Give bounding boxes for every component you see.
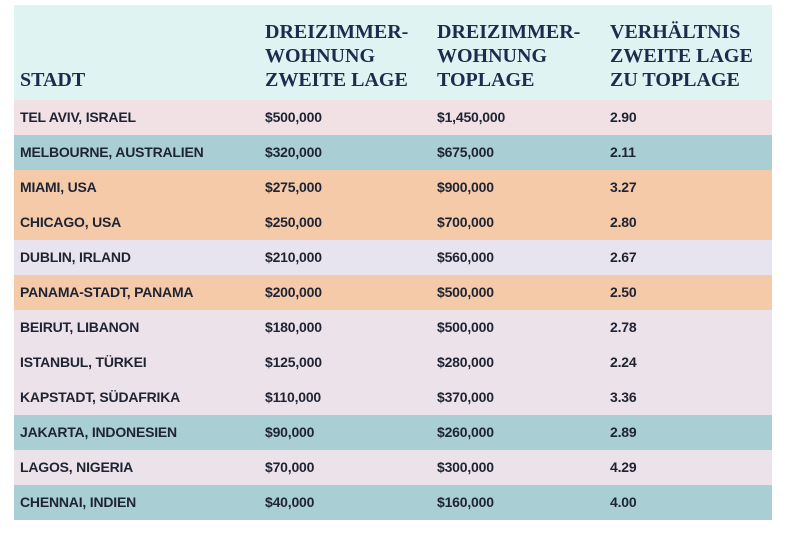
table-row: PANAMA-STADT, PANAMA $200,000 $500,000 2.50 xyxy=(14,275,772,310)
table-cell: $500,000 xyxy=(437,319,494,335)
table-cell: BEIRUT, LIBANON xyxy=(20,319,140,335)
table-cell: $500,000 xyxy=(437,284,494,300)
table-cell: $180,000 xyxy=(265,319,322,335)
table-cell: KAPSTADT, SÜDAFRIKA xyxy=(20,389,181,405)
table-cell: MIAMI, USA xyxy=(20,179,97,195)
table-cell: 3.36 xyxy=(610,389,637,405)
header-text: DREIZIMMER- xyxy=(437,21,581,43)
header-text: STADT xyxy=(20,69,86,91)
table-cell: MELBOURNE, AUSTRALIEN xyxy=(20,144,204,160)
table-cell: $700,000 xyxy=(437,214,494,230)
table-cell: TEL AVIV, ISRAEL xyxy=(20,109,136,125)
table-cell: 2.78 xyxy=(610,319,637,335)
table-row: BEIRUT, LIBANON $180,000 $500,000 2.78 xyxy=(14,310,772,345)
table-cell: $675,000 xyxy=(437,144,494,160)
table-row: TEL AVIV, ISRAEL $500,000 $1,450,000 2.90 xyxy=(14,100,772,135)
table-row: KAPSTADT, SÜDAFRIKA $110,000 $370,000 3.36 xyxy=(14,380,772,415)
table-cell: 2.89 xyxy=(610,424,637,440)
table-cell: 2.24 xyxy=(610,354,637,370)
header-text: WOHNUNG xyxy=(265,45,375,67)
table-row: LAGOS, NIGERIA $70,000 $300,000 4.29 xyxy=(14,450,772,485)
table-row: ISTANBUL, TÜRKEI $125,000 $280,000 2.24 xyxy=(14,345,772,380)
table-cell: $560,000 xyxy=(437,249,494,265)
table-cell: 4.29 xyxy=(610,459,637,475)
table-cell: $200,000 xyxy=(265,284,322,300)
header-cell: DREIZIMMER- WOHNUNG ZWEITE LAGE xyxy=(265,20,408,92)
header-text: WOHNUNG xyxy=(437,45,547,67)
table-cell: $275,000 xyxy=(265,179,322,195)
table-header: STADT DREIZIMMER- WOHNUNG ZWEITE LAGE DREIZI… xyxy=(14,5,772,100)
table-cell: $40,000 xyxy=(265,494,315,510)
header-cell: DREIZIMMER- WOHNUNG TOPLAGE xyxy=(437,20,580,92)
header-cell: STADT xyxy=(20,68,85,92)
table-row: MIAMI, USA $275,000 $900,000 3.27 xyxy=(14,170,772,205)
table-cell: $500,000 xyxy=(265,109,322,125)
table-cell: 3.27 xyxy=(610,179,637,195)
table-cell: $110,000 xyxy=(265,389,322,405)
table-cell: $160,000 xyxy=(437,494,494,510)
table-cell: $90,000 xyxy=(265,424,315,440)
table-cell: $260,000 xyxy=(437,424,494,440)
table-cell: $125,000 xyxy=(265,354,322,370)
header-text: TOPLAGE xyxy=(437,69,535,91)
table-cell: 2.80 xyxy=(610,214,637,230)
table-cell: 2.50 xyxy=(610,284,637,300)
table-cell: $250,000 xyxy=(265,214,322,230)
table-cell: CHENNAI, INDIEN xyxy=(20,494,137,510)
table-cell: $320,000 xyxy=(265,144,322,160)
header-text: ZWEITE LAGE xyxy=(610,45,753,67)
table-cell: CHICAGO, USA xyxy=(20,214,122,230)
table-cell: ISTANBUL, TÜRKEI xyxy=(20,354,147,370)
header-text: DREIZIMMER- xyxy=(265,21,409,43)
table-cell: 2.90 xyxy=(610,109,637,125)
table-cell: $210,000 xyxy=(265,249,322,265)
table-cell: 4.00 xyxy=(610,494,637,510)
table-cell: DUBLIN, IRLAND xyxy=(20,249,131,265)
table-cell: LAGOS, NIGERIA xyxy=(20,459,134,475)
table-cell: $300,000 xyxy=(437,459,494,475)
header-text: VERHÄLTNIS xyxy=(610,21,741,43)
table-row: JAKARTA, INDONESIEN $90,000 $260,000 2.89 xyxy=(14,415,772,450)
table-cell: PANAMA-STADT, PANAMA xyxy=(20,284,194,300)
table-cell: 2.11 xyxy=(610,144,636,160)
table-cell: $70,000 xyxy=(265,459,315,475)
header-text: ZWEITE LAGE xyxy=(265,69,408,91)
table-cell: $900,000 xyxy=(437,179,494,195)
table-cell: $280,000 xyxy=(437,354,494,370)
table-row: CHICAGO, USA $250,000 $700,000 2.80 xyxy=(14,205,772,240)
table-row: DUBLIN, IRLAND $210,000 $560,000 2.67 xyxy=(14,240,772,275)
header-text: ZU TOPLAGE xyxy=(610,69,740,91)
table-cell: 2.67 xyxy=(610,249,637,265)
table-cell: JAKARTA, INDONESIEN xyxy=(20,424,177,440)
header-cell: VERHÄLTNIS ZWEITE LAGE ZU TOPLAGE xyxy=(610,20,753,92)
table-row: MELBOURNE, AUSTRALIEN $320,000 $675,000 2.1… xyxy=(14,135,772,170)
table: STADT DREIZIMMER- WOHNUNG ZWEITE LAGE DREIZI… xyxy=(14,5,772,520)
table-cell: $370,000 xyxy=(437,389,494,405)
table-cell: $1,450,000 xyxy=(437,109,506,125)
table-row: CHENNAI, INDIEN $40,000 $160,000 4.00 xyxy=(14,485,772,520)
